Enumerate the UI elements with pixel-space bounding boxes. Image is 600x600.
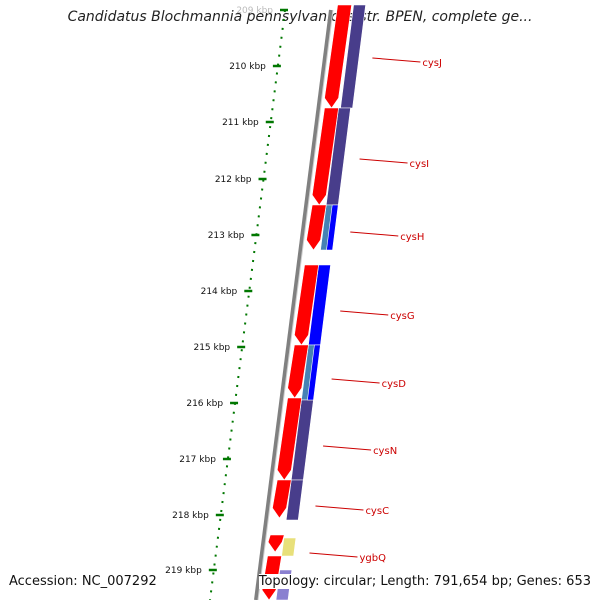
tick-label: 218 kbp — [172, 511, 209, 521]
tick-track — [209, 9, 286, 600]
gene-label-leader — [359, 158, 408, 164]
cds-arrow — [267, 534, 285, 553]
gene-label-cysJ[interactable]: cysJ — [422, 58, 442, 69]
gene-label-leader — [309, 552, 358, 558]
gene-label-cysH[interactable]: cysH — [400, 232, 424, 243]
cds-arrow — [294, 264, 319, 346]
cds-arrow — [272, 479, 292, 519]
cog-block — [285, 479, 304, 521]
cds-arrow — [287, 344, 309, 399]
cds-arrow — [324, 4, 352, 109]
tick-label: 215 kbp — [193, 343, 230, 353]
tick-label: 212 kbp — [215, 175, 252, 185]
map-title: Candidatus Blochmannia pennsylvanicus st… — [67, 9, 533, 25]
cog-block — [326, 204, 339, 251]
cog-block — [307, 344, 321, 401]
tick-label: 209 kbp — [236, 6, 273, 16]
cog-block — [281, 537, 297, 557]
gene-label-cysN[interactable]: cysN — [373, 446, 397, 457]
tick-label: 217 kbp — [179, 455, 216, 465]
cds-arrow — [276, 397, 303, 481]
tick-label: 211 kbp — [222, 118, 259, 128]
cog-block — [340, 4, 366, 109]
gene-label-leader — [340, 310, 389, 316]
tick-label: 219 kbp — [165, 566, 202, 576]
genome-summary: Topology: circular; Length: 791,654 bp; … — [258, 574, 591, 589]
cds-arrow — [311, 107, 339, 206]
gene-label-leader — [350, 231, 399, 237]
gene-label-cysD[interactable]: cysD — [382, 379, 407, 390]
gene-label-leader — [323, 445, 372, 451]
genome-backbone-highlight — [257, 9, 334, 600]
tick-label: 210 kbp — [229, 62, 266, 72]
gene-label-ygbQ[interactable]: ygbQ — [359, 553, 386, 564]
gene-label-cysG[interactable]: cysG — [390, 311, 414, 322]
gene-label-cysI[interactable]: cysI — [410, 159, 430, 170]
gene-label-leader — [372, 57, 421, 63]
genome-backbone — [254, 9, 333, 600]
tick-label: 216 kbp — [186, 399, 223, 409]
gene-label-leader — [331, 378, 380, 384]
accession: Accession: NC_007292 — [9, 574, 157, 589]
gene-label-leader — [315, 505, 364, 511]
gene-label-cysC[interactable]: cysC — [365, 506, 389, 517]
tick-label: 213 kbp — [208, 231, 245, 241]
cds-arrow — [306, 204, 327, 251]
tick-label: 214 kbp — [201, 287, 238, 297]
